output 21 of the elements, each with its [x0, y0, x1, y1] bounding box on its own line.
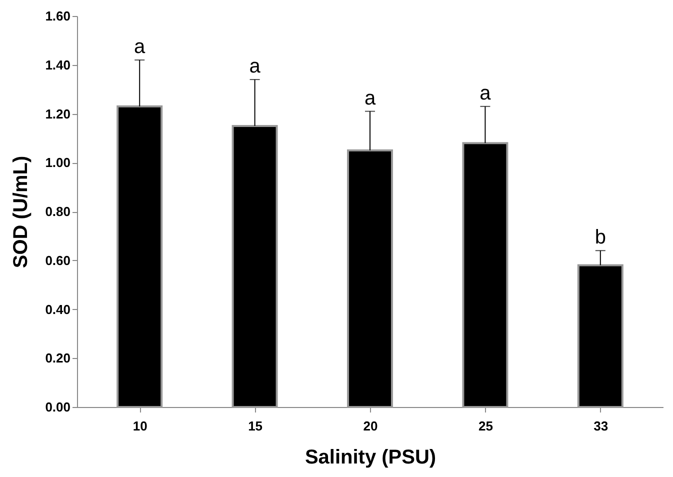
y-axis-title: SOD (U/mL) [10, 156, 32, 268]
x-tick-label: 10 [132, 418, 148, 434]
annotation: a [364, 87, 376, 110]
y-tick-label: 0.00 [45, 400, 70, 414]
y-tick-label: 0.60 [45, 252, 70, 268]
y-tick-label: 1.00 [45, 155, 70, 170]
y-tick-label: 1.20 [45, 106, 70, 122]
annotation: a [480, 82, 492, 104]
y-tick-label: 0.20 [45, 350, 70, 366]
y-tick-label: 0.80 [45, 204, 70, 219]
annotation: b [594, 226, 606, 249]
x-axis-title: Salinity (PSU) [304, 446, 436, 468]
x-tick-label: 20 [363, 418, 378, 434]
y-tick-label: 1.40 [45, 57, 70, 72]
y-tick-label: 0.40 [45, 302, 70, 317]
annotation: a [249, 56, 262, 78]
x-tick-label: 33 [594, 418, 608, 434]
x-tick-label: 25 [478, 418, 493, 434]
annotation: a [134, 36, 146, 58]
y-tick-label: 1.60 [45, 8, 70, 24]
x-tick-label: 15 [248, 418, 263, 434]
